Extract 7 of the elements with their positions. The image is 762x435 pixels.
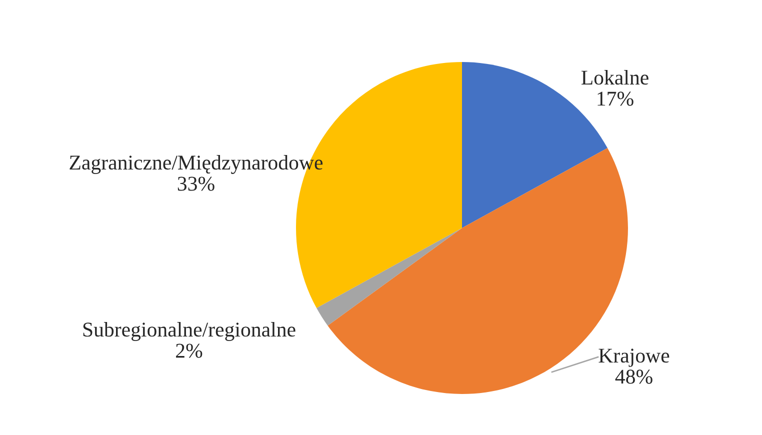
data-label: 33%	[178, 176, 214, 191]
data-label: 48%	[615, 370, 652, 384]
data-label: 17%	[598, 92, 634, 106]
slice-label: Krajowe	[598, 348, 670, 367]
data-label: 2%	[176, 344, 202, 358]
slice-label: Lokalne	[581, 70, 648, 85]
slice-label: Subregionalne/regionalne	[83, 322, 296, 341]
